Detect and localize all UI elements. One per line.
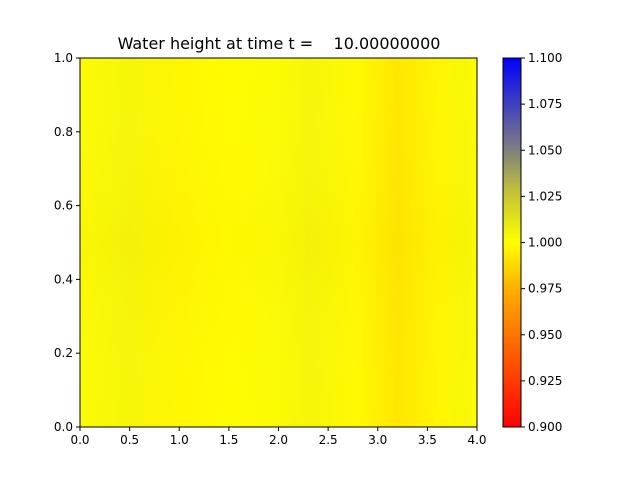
colorbar [503,58,521,427]
x-tick-label: 2.0 [269,433,288,447]
x-tick-label: 1.0 [170,433,189,447]
colorbar-tick-label: 1.025 [528,189,562,203]
colorbar-tick-label: 1.000 [528,236,562,250]
colorbar-tick-label: 0.950 [528,328,562,342]
colorbar-tick-label: 0.925 [528,374,562,388]
y-axis: 0.0 0.2 0.4 0.6 0.8 1.0 [54,51,80,434]
x-tick-label: 2.5 [319,433,338,447]
colorbar-axis: 0.900 0.925 0.950 0.975 1.000 1.025 1.050 1.075… [521,51,562,434]
colorbar-tick-label: 0.975 [528,282,562,296]
y-tick-label: 0.4 [54,272,73,286]
y-tick-label: 0.0 [54,420,73,434]
colorbar-tick-label: 1.050 [528,143,562,157]
x-tick-label: 4.0 [467,433,486,447]
y-tick-label: 0.6 [54,199,73,213]
x-tick-label: 3.0 [368,433,387,447]
x-tick-label: 3.5 [418,433,437,447]
y-tick-label: 0.8 [54,125,73,139]
x-tick-label: 0.5 [120,433,139,447]
colorbar-tick-label: 1.100 [528,51,562,65]
x-axis: 0.0 0.5 1.0 1.5 2.0 2.5 3.0 3.5 4.0 [70,427,487,447]
colorbar-tick-label: 1.075 [528,97,562,111]
x-tick-label: 1.5 [219,433,238,447]
colorbar-tick-label: 0.900 [528,420,562,434]
field-vertical-shading [80,58,477,427]
chart-title: Water height at time t = 10.00000000 [118,34,441,53]
y-tick-label: 1.0 [54,51,73,65]
x-tick-label: 0.0 [70,433,89,447]
y-tick-label: 0.2 [54,346,73,360]
